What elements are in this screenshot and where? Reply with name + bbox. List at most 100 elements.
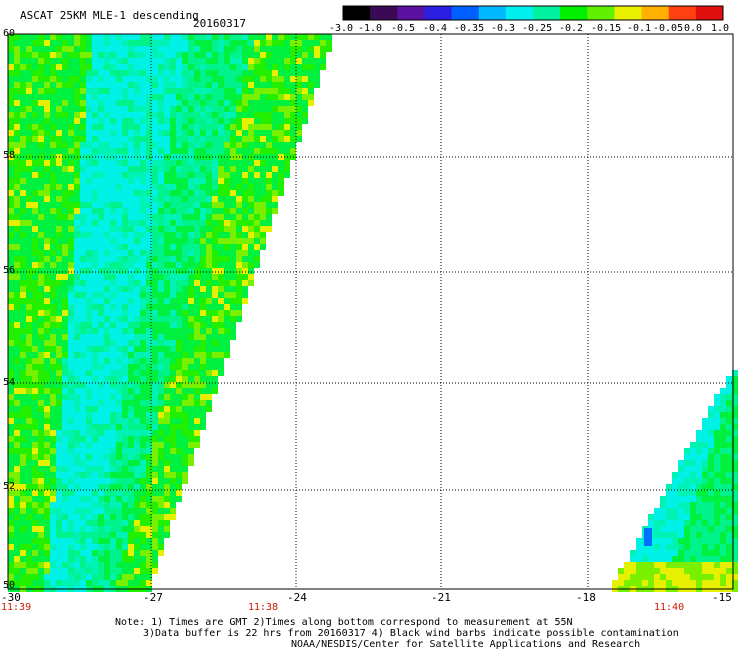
data-cell	[104, 184, 110, 190]
data-cell	[50, 142, 56, 148]
data-cell	[98, 514, 104, 520]
data-cell	[116, 136, 122, 142]
data-cell	[134, 136, 140, 142]
data-cell	[296, 46, 302, 52]
data-cell	[116, 316, 122, 322]
data-cell	[104, 172, 110, 178]
data-cell	[140, 358, 146, 364]
data-cell	[32, 394, 38, 400]
data-cell	[62, 244, 68, 250]
data-cell	[38, 160, 44, 166]
data-cell	[170, 334, 176, 340]
data-cell	[176, 34, 182, 40]
data-cell	[98, 328, 104, 334]
lat-tick-label: 52	[3, 481, 16, 492]
data-cell	[98, 208, 104, 214]
data-cell	[110, 298, 116, 304]
data-cell	[20, 184, 26, 190]
data-cell	[134, 214, 140, 220]
data-cell	[230, 316, 236, 322]
data-cell	[98, 52, 104, 58]
data-cell	[80, 226, 86, 232]
data-cell	[62, 220, 68, 226]
data-cell	[68, 112, 74, 118]
data-cell	[218, 70, 224, 76]
data-cell	[720, 466, 726, 472]
data-cell	[206, 340, 212, 346]
data-cell	[110, 562, 116, 568]
data-cell	[140, 238, 146, 244]
data-cell	[284, 166, 290, 172]
data-cell	[104, 376, 110, 382]
data-cell	[720, 496, 726, 502]
data-cell	[44, 376, 50, 382]
data-cell	[726, 574, 732, 580]
data-cell	[200, 112, 206, 118]
data-cell	[230, 58, 236, 64]
data-cell	[254, 46, 260, 52]
data-cell	[44, 124, 50, 130]
data-cell	[116, 88, 122, 94]
data-cell	[44, 292, 50, 298]
data-cell	[732, 544, 738, 550]
data-cell	[38, 280, 44, 286]
data-cell	[38, 148, 44, 154]
data-cell	[170, 388, 176, 394]
data-cell	[26, 208, 32, 214]
data-cell	[128, 274, 134, 280]
data-cell	[278, 190, 284, 196]
data-cell	[50, 292, 56, 298]
data-cell	[110, 112, 116, 118]
data-cell	[230, 34, 236, 40]
data-cell	[20, 40, 26, 46]
data-cell	[702, 466, 708, 472]
data-cell	[92, 562, 98, 568]
data-cell	[266, 124, 272, 130]
data-cell	[26, 514, 32, 520]
data-cell	[92, 136, 98, 142]
data-cell	[80, 454, 86, 460]
data-cell	[38, 70, 44, 76]
data-cell	[110, 400, 116, 406]
data-cell	[660, 496, 666, 502]
data-cell	[62, 274, 68, 280]
data-cell	[110, 394, 116, 400]
data-cell	[242, 232, 248, 238]
data-cell	[188, 220, 194, 226]
data-cell	[44, 64, 50, 70]
data-cell	[146, 376, 152, 382]
data-cell	[684, 448, 690, 454]
data-cell	[200, 226, 206, 232]
data-cell	[14, 514, 20, 520]
data-cell	[194, 94, 200, 100]
data-cell	[152, 46, 158, 52]
data-cell	[254, 94, 260, 100]
data-cell	[218, 64, 224, 70]
data-cell	[720, 406, 726, 412]
data-cell	[38, 460, 44, 466]
data-cell	[56, 436, 62, 442]
data-cell	[194, 274, 200, 280]
data-cell	[8, 130, 14, 136]
data-cell	[188, 70, 194, 76]
data-cell	[134, 544, 140, 550]
data-cell	[206, 136, 212, 142]
data-cell	[20, 34, 26, 40]
data-cell	[236, 268, 242, 274]
data-cell	[176, 364, 182, 370]
data-cell	[182, 76, 188, 82]
data-cell	[62, 160, 68, 166]
data-cell	[128, 172, 134, 178]
data-cell	[32, 100, 38, 106]
data-cell	[92, 496, 98, 502]
data-cell	[26, 136, 32, 142]
data-cell	[80, 292, 86, 298]
data-cell	[32, 424, 38, 430]
data-cell	[104, 568, 110, 574]
data-cell	[224, 88, 230, 94]
data-cell	[116, 112, 122, 118]
data-cell	[690, 490, 696, 496]
data-cell	[720, 424, 726, 430]
data-cell	[38, 118, 44, 124]
data-cell	[32, 340, 38, 346]
